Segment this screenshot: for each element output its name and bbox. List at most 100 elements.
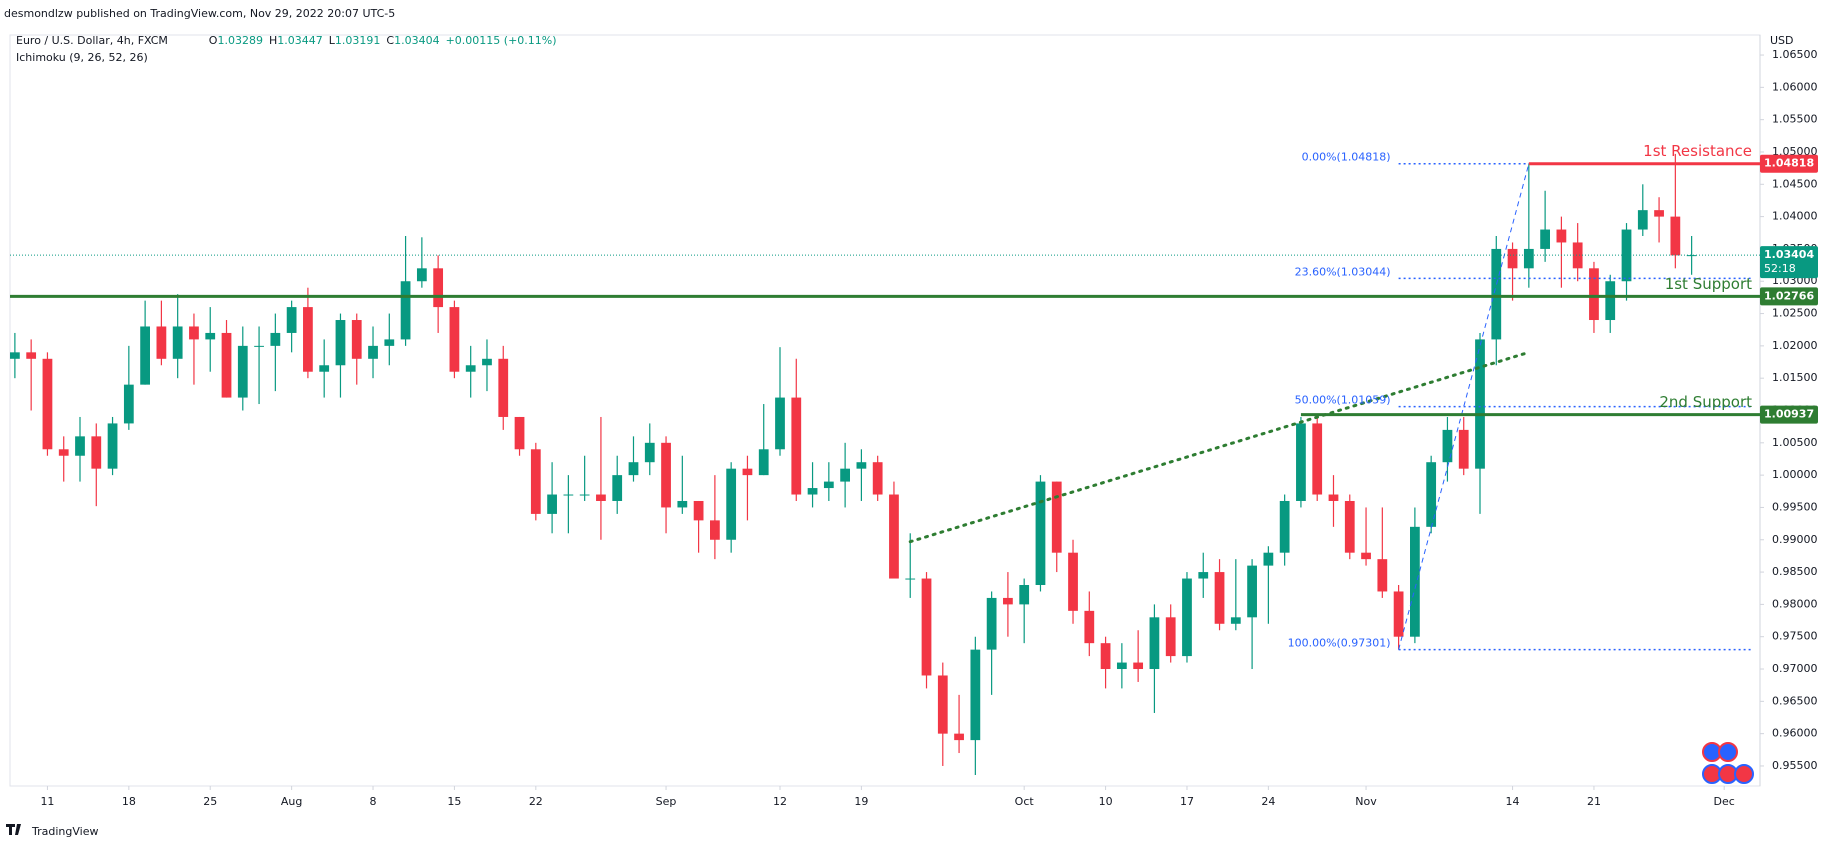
candle-body (970, 649, 981, 741)
brand-text: TradingView (31, 825, 98, 838)
candle-body (1393, 591, 1404, 637)
x-tick-label: 8 (370, 795, 377, 808)
x-tick-label: 15 (447, 795, 461, 808)
y-tick-label: 0.97500 (1772, 630, 1818, 643)
event-icon[interactable] (1734, 764, 1754, 784)
x-tick-label: 25 (203, 795, 217, 808)
candle-body (954, 733, 964, 741)
x-tick-label: Aug (281, 795, 302, 808)
fib-label: 23.60%(1.03044) (1295, 265, 1391, 278)
candle-body (1410, 526, 1420, 637)
x-tick-label: 10 (1099, 795, 1113, 808)
y-tick-label: 1.00500 (1772, 436, 1818, 449)
candle-body (1426, 462, 1437, 527)
ohlc: O1.03289 H1.03447 L1.03191 C1.03404 +0.00115… (209, 34, 557, 47)
ohlc-value: 1.03404 (394, 34, 440, 47)
candle-body (1182, 578, 1192, 657)
y-tick-label: 0.95500 (1772, 759, 1818, 772)
y-tick-label: 1.02500 (1772, 307, 1818, 320)
level-name: 1st Resistance (1643, 142, 1752, 160)
level-name: 2nd Support (1659, 393, 1752, 411)
level-price-box (1760, 405, 1818, 424)
ohlc-value: 1.03289 (217, 34, 262, 47)
event-icon[interactable] (1718, 742, 1738, 762)
candle-body (742, 468, 753, 476)
candle-body (1084, 610, 1095, 644)
flags (1702, 742, 1754, 784)
candle-body (10, 352, 20, 359)
candle-body (872, 462, 883, 495)
y-tick-label: 1.05000 (1772, 145, 1818, 158)
candle-body (807, 488, 818, 495)
candle-body (1458, 429, 1469, 469)
y-tick-label: 1.06000 (1772, 80, 1818, 93)
candle-body (1133, 662, 1144, 670)
candle-body (1230, 617, 1241, 624)
indicator: Ichimoku (9, 26, 52, 26) (16, 51, 148, 64)
candle-body (416, 268, 427, 282)
candle-body (205, 332, 216, 340)
candle-body (1149, 617, 1160, 670)
candle-body (319, 365, 330, 372)
level-name: 1st Support (1665, 275, 1752, 293)
y-tick-label: 0.97000 (1772, 662, 1818, 675)
level-price-label: 1.02766 (1764, 289, 1814, 302)
brand-logo (6, 824, 21, 835)
candle-body (579, 494, 590, 496)
candle-body (921, 578, 932, 676)
publish-info: desmondlzw published on TradingView.com,… (4, 7, 395, 20)
candle-body (937, 675, 948, 734)
y-tick-label: 1.02000 (1772, 339, 1818, 352)
candle-body (270, 332, 281, 346)
trendline (908, 350, 1531, 544)
candle-body (905, 578, 916, 580)
candle-body (1637, 210, 1648, 230)
symbol: Euro / U.S. Dollar, 4h, FXCM (16, 34, 168, 47)
candle-body (644, 442, 655, 463)
candle-body (26, 352, 37, 359)
x-tick-label: 14 (1506, 795, 1520, 808)
candle-body (1328, 494, 1339, 501)
candle-body (1491, 248, 1502, 340)
level-price-label: 1.00937 (1764, 408, 1814, 421)
level-price-box (1760, 154, 1818, 173)
candle-body (1019, 585, 1030, 605)
candle-body (758, 449, 769, 476)
candle-body (1214, 572, 1225, 624)
candle-body (1507, 248, 1518, 269)
y-tick-label: 1.06500 (1772, 48, 1818, 61)
y-axis-label: USD (1770, 34, 1794, 47)
candle-body (1523, 248, 1534, 269)
candle-body (221, 332, 232, 398)
candle-body (91, 436, 102, 469)
candle-body (1654, 210, 1664, 217)
candle-body (677, 500, 688, 508)
change: +0.00115 (+0.11%) (446, 34, 557, 47)
fib-label: 100.00%(0.97301) (1288, 637, 1391, 650)
candle-body (547, 494, 557, 514)
candle-body (123, 384, 134, 424)
y-tick-label: 0.96000 (1772, 727, 1818, 740)
candle-body (1589, 268, 1599, 321)
x-tick-label: 17 (1180, 795, 1194, 808)
candle-body (449, 307, 460, 372)
candle-body (1605, 281, 1616, 321)
candle-body (1556, 229, 1567, 243)
y-tick-label: 0.96500 (1772, 694, 1818, 707)
candle-body (400, 281, 411, 340)
candle-body (1361, 552, 1371, 560)
candle-body (172, 326, 183, 359)
candle-body (1670, 216, 1681, 256)
candle-body (889, 494, 899, 579)
candle-body (351, 320, 362, 359)
candle-body (1686, 255, 1697, 257)
fib-trend (1398, 163, 1530, 650)
candle-body (237, 345, 248, 398)
candle-body (465, 365, 476, 372)
candle-body (1263, 552, 1274, 566)
x-tick-label: 19 (854, 795, 868, 808)
ohlc-key: H (269, 34, 277, 47)
fib-label: 50.00%(1.01059) (1295, 394, 1391, 407)
x-tick-label: Dec (1714, 795, 1735, 808)
